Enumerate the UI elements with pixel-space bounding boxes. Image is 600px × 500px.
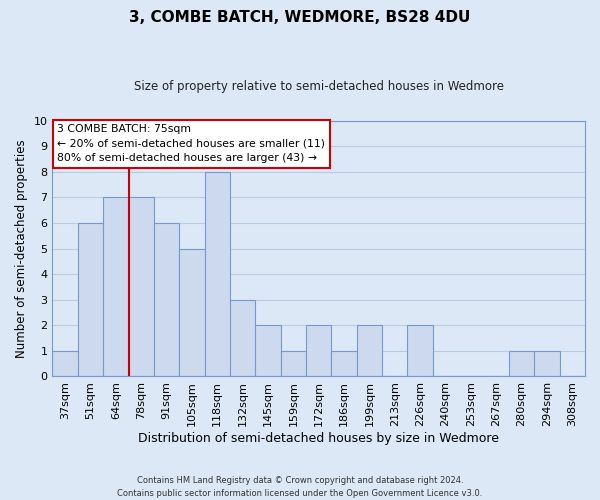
Bar xyxy=(52,351,78,376)
Bar xyxy=(128,198,154,376)
Bar xyxy=(205,172,230,376)
Bar xyxy=(357,326,382,376)
Bar xyxy=(331,351,357,376)
X-axis label: Distribution of semi-detached houses by size in Wedmore: Distribution of semi-detached houses by … xyxy=(138,432,499,445)
Title: Size of property relative to semi-detached houses in Wedmore: Size of property relative to semi-detach… xyxy=(134,80,504,93)
Bar xyxy=(230,300,256,376)
Y-axis label: Number of semi-detached properties: Number of semi-detached properties xyxy=(15,139,28,358)
Text: 3, COMBE BATCH, WEDMORE, BS28 4DU: 3, COMBE BATCH, WEDMORE, BS28 4DU xyxy=(130,10,470,25)
Bar xyxy=(509,351,534,376)
Bar xyxy=(256,326,281,376)
Bar xyxy=(154,223,179,376)
Bar xyxy=(407,326,433,376)
Text: 3 COMBE BATCH: 75sqm
← 20% of semi-detached houses are smaller (11)
80% of semi-: 3 COMBE BATCH: 75sqm ← 20% of semi-detac… xyxy=(58,124,325,163)
Bar xyxy=(179,248,205,376)
Bar xyxy=(306,326,331,376)
Bar xyxy=(281,351,306,376)
Bar xyxy=(103,198,128,376)
Bar xyxy=(78,223,103,376)
Bar xyxy=(534,351,560,376)
Text: Contains HM Land Registry data © Crown copyright and database right 2024.
Contai: Contains HM Land Registry data © Crown c… xyxy=(118,476,482,498)
